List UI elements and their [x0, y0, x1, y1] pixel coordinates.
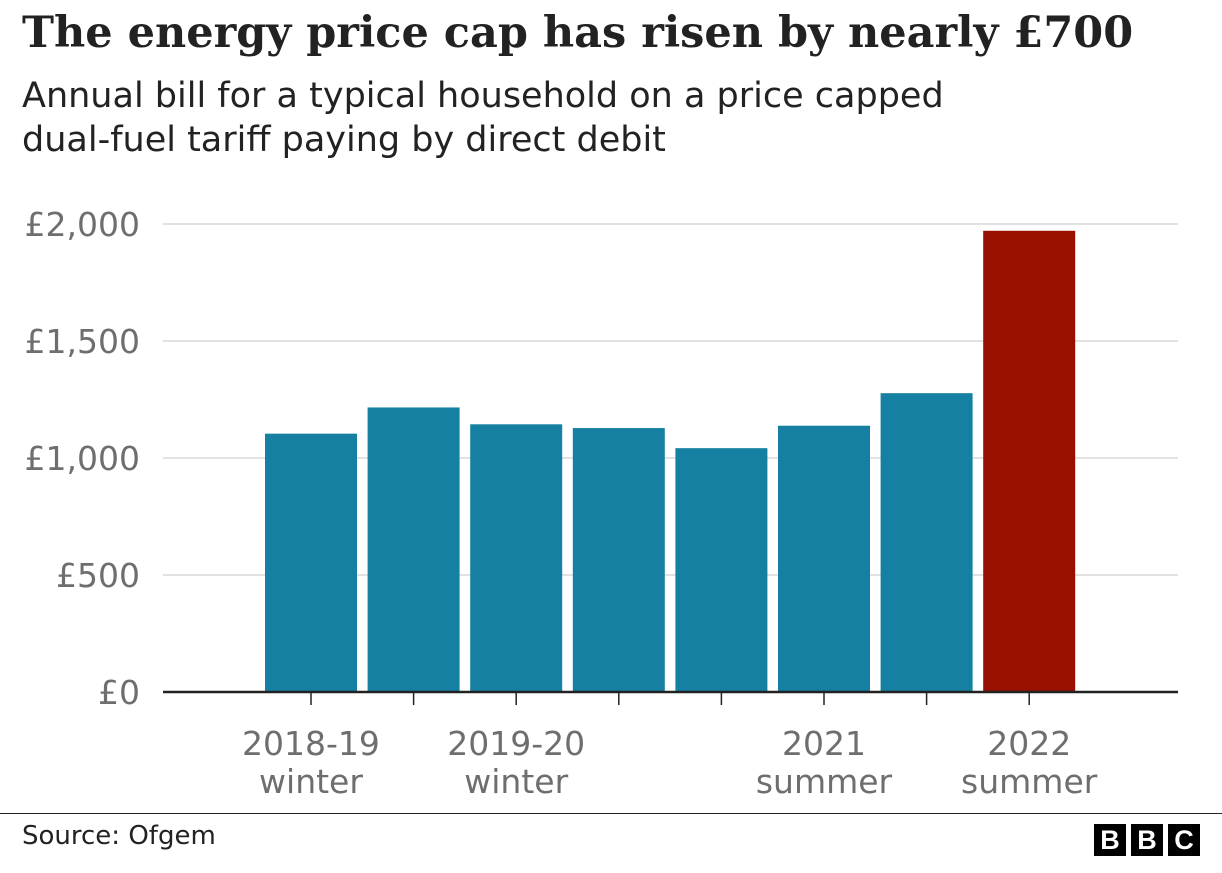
x-tick-label: summer	[961, 762, 1098, 801]
x-tick-label: 2018-19	[242, 724, 380, 763]
x-tick-label: winter	[259, 762, 363, 801]
bbc-logo-letter-c: C	[1168, 824, 1200, 856]
bbc-logo-letter-b2: B	[1131, 824, 1163, 856]
bar	[983, 230, 1076, 692]
x-tick-label: 2021	[782, 724, 866, 763]
bar	[880, 393, 973, 692]
y-tick-label: £500	[56, 556, 140, 595]
x-tick-label: 2019-20	[447, 724, 585, 763]
bar	[675, 448, 768, 692]
footer-divider	[0, 813, 1222, 814]
chart-title: The energy price cap has risen by nearly…	[22, 8, 1134, 58]
source-note: Source: Ofgem	[22, 821, 216, 851]
chart-subtitle: Annual bill for a typical household on a…	[22, 74, 1202, 162]
bar	[778, 425, 870, 692]
x-tick-label: winter	[464, 762, 568, 801]
y-tick-label: £1,500	[25, 322, 140, 361]
bbc-logo: B B C	[1094, 824, 1200, 856]
y-tick-label: £1,000	[25, 439, 140, 478]
bbc-logo-letter-b1: B	[1094, 824, 1126, 856]
bar	[265, 433, 357, 692]
bar	[470, 424, 563, 692]
subtitle-line-1: Annual bill for a typical household on a…	[22, 76, 944, 116]
subtitle-line-2: dual-fuel tariff paying by direct debit	[22, 120, 666, 160]
bar	[572, 428, 665, 692]
y-tick-label: £0	[98, 673, 140, 712]
x-tick-label: summer	[756, 762, 893, 801]
bar	[367, 407, 460, 692]
x-tick-label: 2022	[987, 724, 1071, 763]
y-tick-label: £2,000	[25, 205, 140, 244]
